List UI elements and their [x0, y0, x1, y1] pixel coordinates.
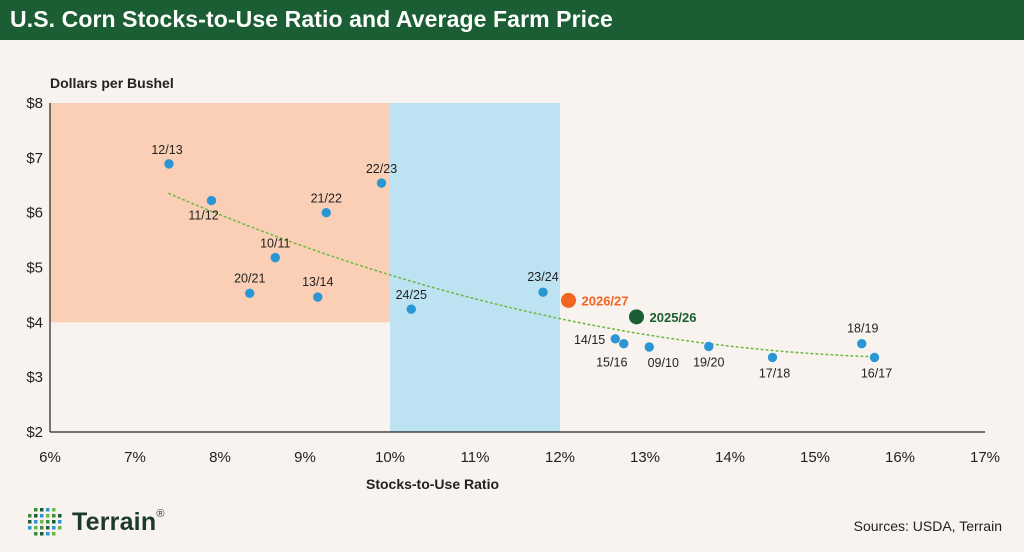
data-label-16-17: 16/17: [861, 366, 892, 380]
highlight-label-2026-27: 2026/27: [582, 293, 629, 308]
x-tick-label: 16%: [885, 449, 915, 466]
logo-dot: [28, 520, 32, 524]
data-label-22-23: 22/23: [366, 162, 397, 176]
highlight-label-2025-26: 2025/26: [650, 310, 697, 325]
data-point-10-11: [270, 252, 280, 263]
y-tick-label: $8: [26, 95, 43, 112]
logo-dot: [40, 508, 44, 512]
x-tick-label: 14%: [715, 449, 745, 466]
data-label-14-15: 14/15: [574, 333, 605, 347]
logo-dot: [40, 520, 44, 524]
logo-dot: [34, 514, 38, 518]
y-tick-label: $5: [26, 260, 43, 277]
logo-dot: [34, 532, 38, 536]
y-tick-label: $2: [26, 424, 43, 441]
x-tick-label: 12%: [545, 449, 575, 466]
logo-dot: [52, 508, 56, 512]
y-tick-label: $7: [26, 150, 43, 167]
logo-dot: [28, 526, 32, 530]
x-tick-label: 7%: [124, 449, 146, 466]
data-point-14-15: [610, 334, 620, 344]
data-label-10-11: 10/11: [260, 237, 290, 251]
data-point-21-22: [321, 207, 331, 218]
data-point-16-17: [869, 352, 880, 363]
chart-title: U.S. Corn Stocks-to-Use Ratio and Averag…: [10, 6, 613, 32]
data-point-19-20: [704, 341, 714, 352]
data-label-21-22: 21/22: [311, 192, 342, 206]
x-tick-label: 13%: [630, 449, 660, 466]
data-label-18-19: 18/19: [847, 322, 878, 336]
logo-dot: [34, 526, 38, 530]
highlight-point-2025-26: [629, 309, 644, 325]
y-tick-label: $3: [26, 369, 43, 386]
x-tick-label: 11%: [461, 449, 490, 466]
data-label-19-20: 19/20: [693, 355, 724, 369]
shaded-region-2: [390, 103, 560, 432]
logo-dot: [34, 508, 38, 512]
data-label-09-10: 09/10: [648, 356, 679, 370]
x-tick-label: 15%: [800, 449, 830, 466]
data-point-17-18: [767, 352, 778, 363]
logo-dot: [40, 514, 44, 518]
terrain-logo-icon: [28, 508, 62, 536]
sources-note: Sources: USDA, Terrain: [853, 518, 1002, 534]
logo-dot: [46, 514, 50, 518]
logo-dot: [40, 526, 44, 530]
data-label-13-14: 13/14: [302, 275, 333, 289]
terrain-logo: Terrain®: [26, 506, 165, 538]
logo-dot: [58, 514, 62, 518]
logo-dot: [52, 520, 56, 524]
data-point-11-12: [206, 195, 217, 206]
x-tick-label: 17%: [970, 449, 1000, 466]
data-label-11-12: 11/12: [188, 209, 218, 223]
x-tick-label: 10%: [375, 449, 405, 466]
logo-dot: [58, 520, 62, 524]
logo-dot: [58, 526, 62, 530]
data-point-24-25: [406, 304, 416, 314]
data-label-15-16: 15/16: [596, 356, 627, 370]
data-label-17-18: 17/18: [759, 366, 790, 380]
title-bar: U.S. Corn Stocks-to-Use Ratio and Averag…: [0, 0, 1024, 40]
data-point-20-21: [245, 288, 255, 298]
logo-dot: [40, 532, 44, 536]
data-point-09-10: [644, 342, 654, 352]
logo-dot: [46, 526, 50, 530]
data-point-15-16: [619, 339, 629, 349]
y-tick-label: $4: [26, 314, 43, 331]
data-label-12-13: 12/13: [151, 143, 182, 157]
x-tick-label: 8%: [209, 449, 231, 466]
logo-dot: [34, 520, 38, 524]
logo-dot: [28, 514, 32, 518]
logo-dot: [46, 520, 50, 524]
y-tick-label: $6: [26, 205, 43, 222]
data-point-23-24: [538, 287, 548, 297]
logo-text: Terrain®: [72, 507, 165, 536]
shaded-region-1: [50, 103, 390, 323]
data-label-20-21: 20/21: [234, 271, 265, 285]
trendline: [168, 192, 876, 358]
data-point-18-19: [857, 339, 867, 349]
data-label-24-25: 24/25: [396, 288, 427, 302]
data-point-12-13: [164, 159, 174, 169]
logo-dot: [52, 526, 56, 530]
x-tick-label: 6%: [39, 449, 61, 466]
logo-dot: [46, 508, 50, 512]
logo-dot: [52, 532, 56, 536]
data-point-22-23: [376, 178, 387, 188]
highlight-point-2026-27: [561, 292, 576, 308]
x-tick-label: 9%: [294, 449, 316, 466]
x-axis-title: Stocks-to-Use Ratio: [366, 476, 499, 492]
data-label-23-24: 23/24: [527, 270, 558, 284]
logo-dot: [46, 532, 50, 536]
scatter-chart: $2 $3 $4 $5 $6 $7 $8 6% 7% 8% 9% 10% 11% 12% 13% 14% 15%…: [26, 75, 1000, 492]
y-axis-title: Dollars per Bushel: [50, 75, 174, 91]
logo-dot: [52, 514, 56, 518]
data-point-13-14: [313, 292, 323, 302]
